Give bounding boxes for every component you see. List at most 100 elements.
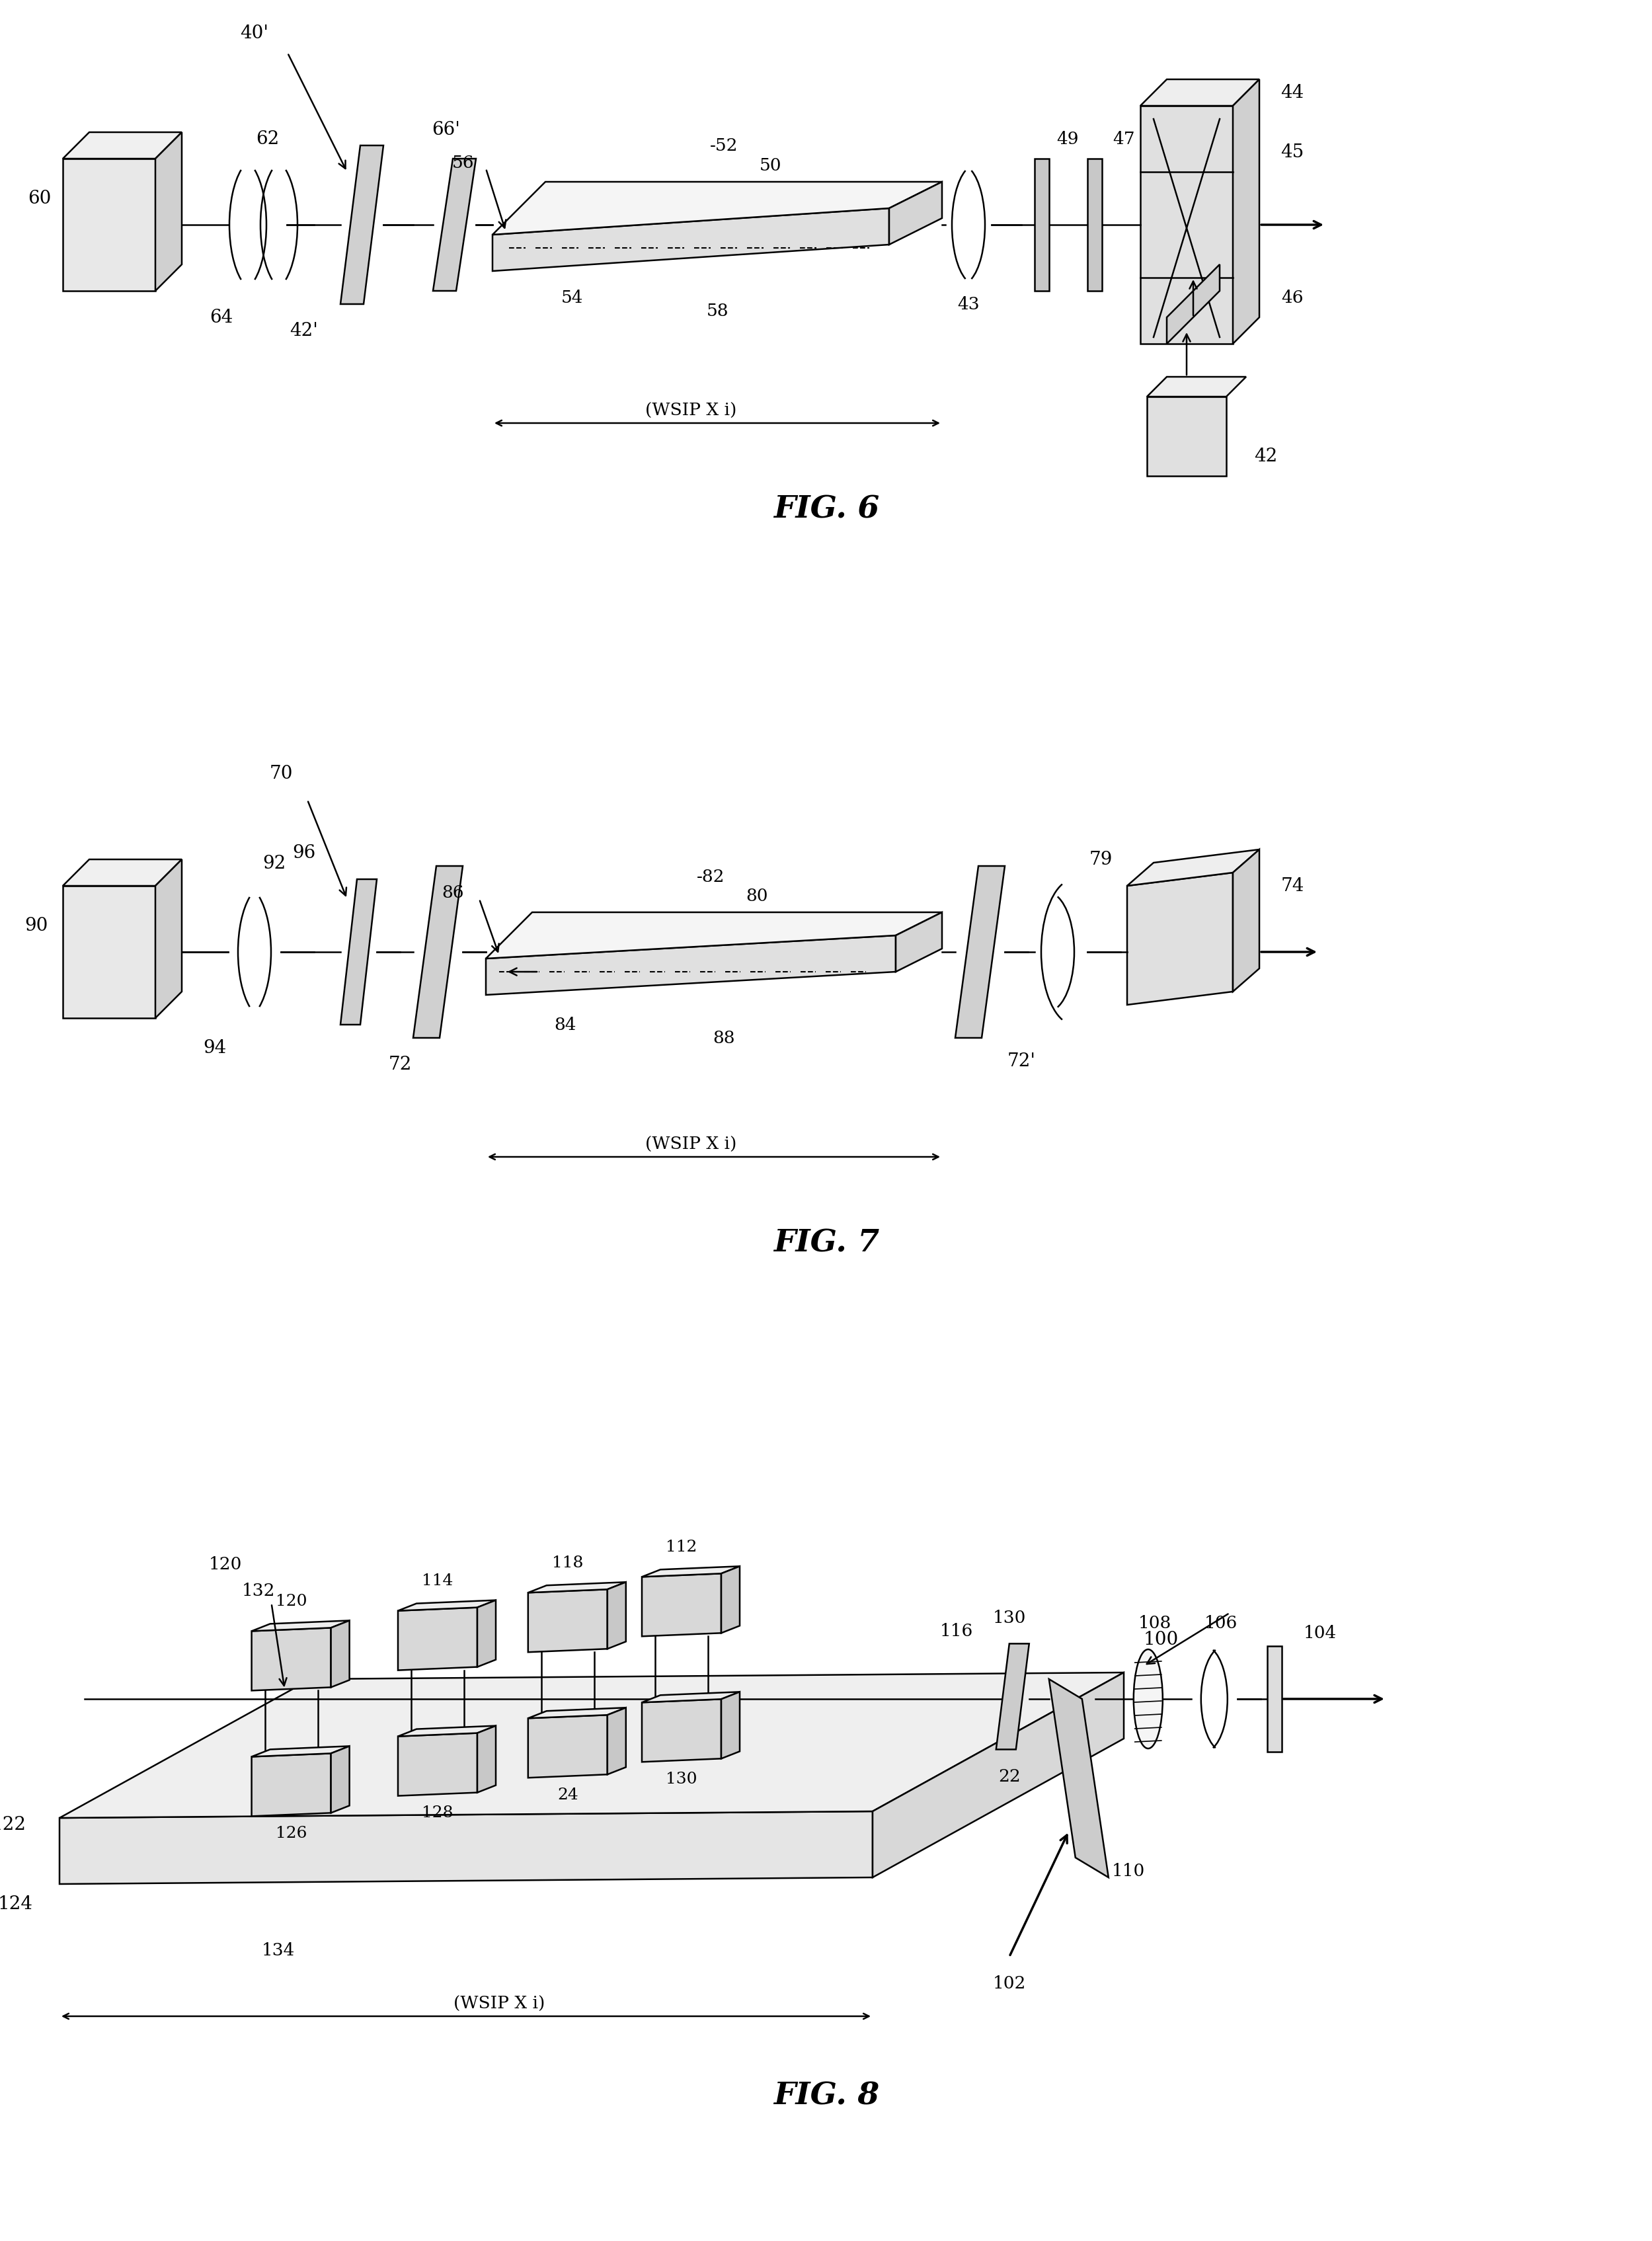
Polygon shape xyxy=(1140,81,1259,105)
Polygon shape xyxy=(63,159,155,291)
Polygon shape xyxy=(330,1620,350,1687)
Polygon shape xyxy=(1267,1647,1282,1752)
Text: 70: 70 xyxy=(269,764,292,782)
Polygon shape xyxy=(63,885,155,1017)
Text: 124: 124 xyxy=(0,1896,33,1914)
Text: 46: 46 xyxy=(1282,289,1303,307)
Text: 134: 134 xyxy=(261,1943,294,1959)
Text: 92: 92 xyxy=(263,854,286,872)
Polygon shape xyxy=(643,1573,722,1636)
Polygon shape xyxy=(477,1600,496,1667)
Text: 79: 79 xyxy=(1089,852,1112,870)
Polygon shape xyxy=(1034,159,1049,291)
Polygon shape xyxy=(330,1746,350,1813)
Text: 60: 60 xyxy=(28,190,51,208)
Text: 72': 72' xyxy=(1008,1053,1036,1071)
Text: 74: 74 xyxy=(1280,876,1303,894)
Polygon shape xyxy=(398,1607,477,1670)
Polygon shape xyxy=(155,132,182,291)
Polygon shape xyxy=(1146,376,1246,397)
Text: 24: 24 xyxy=(557,1786,578,1802)
Text: 44: 44 xyxy=(1280,85,1303,103)
Polygon shape xyxy=(1127,849,1259,885)
Text: 84: 84 xyxy=(553,1017,577,1033)
Text: (WSIP X i): (WSIP X i) xyxy=(644,401,737,419)
Polygon shape xyxy=(251,1627,330,1690)
Polygon shape xyxy=(529,1708,626,1719)
Text: 40': 40' xyxy=(240,25,269,43)
Text: 126: 126 xyxy=(276,1824,307,1840)
Text: -52: -52 xyxy=(710,137,738,155)
Polygon shape xyxy=(251,1746,350,1757)
Polygon shape xyxy=(340,881,377,1024)
Polygon shape xyxy=(608,1708,626,1775)
Polygon shape xyxy=(895,912,942,973)
Text: 42': 42' xyxy=(289,323,319,341)
Text: FIG. 6: FIG. 6 xyxy=(773,495,879,524)
Text: 56: 56 xyxy=(451,155,474,170)
Polygon shape xyxy=(492,182,942,235)
Text: 43: 43 xyxy=(958,296,980,314)
Polygon shape xyxy=(643,1692,740,1703)
Text: 88: 88 xyxy=(712,1031,735,1047)
Text: 120: 120 xyxy=(208,1555,241,1573)
Polygon shape xyxy=(889,182,942,244)
Text: 50: 50 xyxy=(758,157,781,175)
Polygon shape xyxy=(872,1672,1123,1878)
Text: 116: 116 xyxy=(940,1622,973,1638)
Text: 102: 102 xyxy=(993,1974,1026,1992)
Text: 45: 45 xyxy=(1280,143,1303,161)
Text: 42: 42 xyxy=(1254,448,1277,466)
Polygon shape xyxy=(722,1692,740,1759)
Text: 72: 72 xyxy=(388,1056,411,1073)
Polygon shape xyxy=(529,1589,608,1652)
Text: 128: 128 xyxy=(421,1804,453,1820)
Polygon shape xyxy=(955,867,1004,1038)
Polygon shape xyxy=(492,208,889,271)
Polygon shape xyxy=(1049,1679,1108,1878)
Polygon shape xyxy=(486,912,942,959)
Text: 62: 62 xyxy=(256,130,279,148)
Polygon shape xyxy=(63,861,182,885)
Polygon shape xyxy=(1146,397,1226,477)
Polygon shape xyxy=(529,1714,608,1777)
Text: 120: 120 xyxy=(276,1593,307,1609)
Text: 22: 22 xyxy=(998,1768,1021,1784)
Polygon shape xyxy=(251,1620,350,1631)
Polygon shape xyxy=(608,1582,626,1649)
Text: 80: 80 xyxy=(745,887,768,905)
Polygon shape xyxy=(1087,159,1102,291)
Text: 122: 122 xyxy=(0,1815,26,1833)
Polygon shape xyxy=(251,1752,330,1815)
Polygon shape xyxy=(398,1726,496,1737)
Polygon shape xyxy=(398,1732,477,1795)
Polygon shape xyxy=(722,1566,740,1634)
Text: 118: 118 xyxy=(552,1555,583,1571)
Polygon shape xyxy=(433,159,476,291)
Polygon shape xyxy=(398,1600,496,1611)
Polygon shape xyxy=(1232,849,1259,993)
Text: 66': 66' xyxy=(433,121,461,139)
Text: 47: 47 xyxy=(1113,132,1135,148)
Text: 90: 90 xyxy=(25,917,48,934)
Text: 108: 108 xyxy=(1138,1616,1171,1631)
Polygon shape xyxy=(59,1672,1123,1817)
Text: 130: 130 xyxy=(666,1770,697,1786)
Polygon shape xyxy=(486,937,895,995)
Text: 64: 64 xyxy=(210,309,233,327)
Text: FIG. 7: FIG. 7 xyxy=(773,1228,879,1257)
Polygon shape xyxy=(1127,874,1232,1006)
Polygon shape xyxy=(529,1582,626,1593)
Polygon shape xyxy=(477,1726,496,1793)
Polygon shape xyxy=(63,132,182,159)
Polygon shape xyxy=(1140,105,1232,345)
Text: FIG. 8: FIG. 8 xyxy=(773,2080,879,2111)
Polygon shape xyxy=(155,861,182,1017)
Text: -82: -82 xyxy=(697,867,725,885)
Polygon shape xyxy=(340,146,383,305)
Ellipse shape xyxy=(1133,1649,1163,1748)
Polygon shape xyxy=(59,1811,872,1885)
Text: 54: 54 xyxy=(560,289,583,307)
Text: 106: 106 xyxy=(1204,1616,1237,1631)
Text: 58: 58 xyxy=(705,303,729,320)
